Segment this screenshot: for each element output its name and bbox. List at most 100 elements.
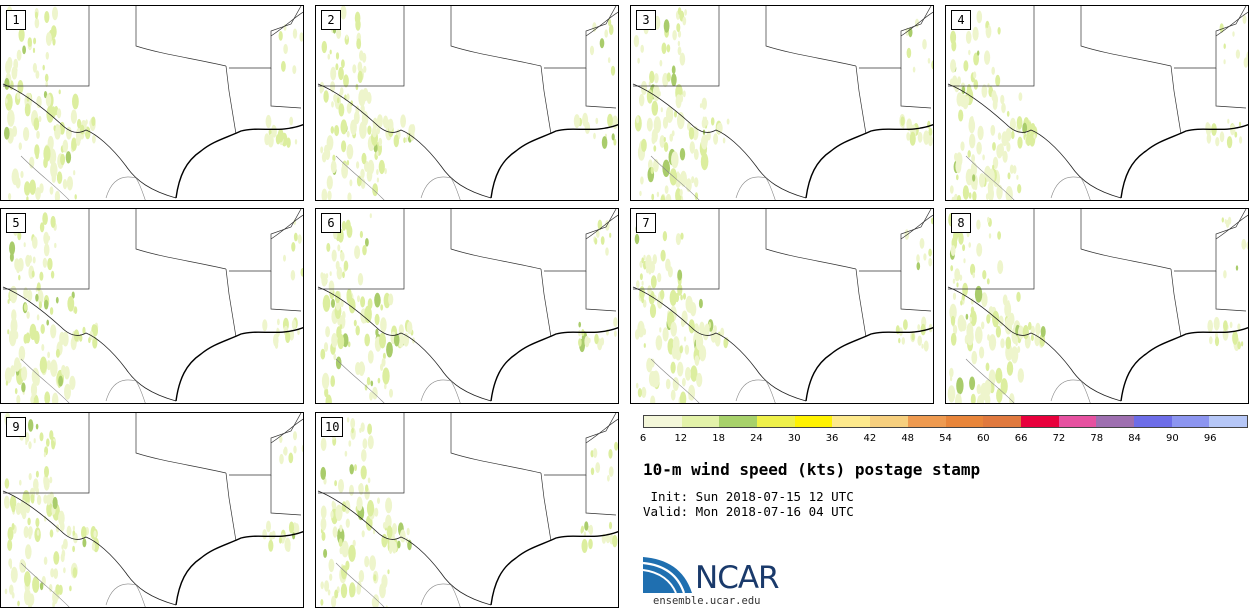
ensemble-member-panel: 9 (0, 412, 304, 608)
wind-speed-shading (285, 331, 291, 343)
mississippi-border (1215, 271, 1247, 312)
wind-speed-shading (386, 525, 393, 539)
wind-speed-shading (916, 254, 920, 263)
wind-speed-shading (330, 81, 336, 93)
arkansas-border (229, 6, 302, 69)
wind-speed-shading (362, 438, 368, 450)
wind-speed-shading (976, 141, 982, 155)
wind-speed-shading (701, 97, 707, 110)
state-border (318, 209, 405, 290)
wind-speed-shading (32, 576, 40, 593)
wind-speed-shading (392, 523, 397, 535)
wind-speed-shading (578, 329, 581, 337)
wind-speed-shading (600, 337, 605, 346)
colorbar-tick-label: 18 (712, 433, 725, 444)
wind-speed-shading (698, 298, 703, 309)
wind-speed-shading (968, 49, 971, 56)
wind-speed-shading (39, 356, 48, 374)
wind-speed-shading (43, 556, 48, 565)
colorbar-labels: 6 12 18 24 30 36 42 48 54 60 66 72 78 84 90 96 (639, 433, 1248, 447)
member-map (632, 209, 933, 403)
texas-mexico-border (947, 83, 1122, 199)
wind-speed-shading (672, 30, 677, 41)
wind-speed-shading (341, 540, 349, 558)
wind-speed-shading (289, 116, 294, 126)
wind-speed-shading (331, 101, 334, 108)
wind-speed-shading (996, 184, 1003, 200)
wind-speed-shading (373, 529, 376, 535)
wind-speed-shading (34, 374, 40, 386)
wind-speed-shading (1000, 378, 1008, 395)
wind-speed-shading (51, 440, 56, 450)
wind-speed-shading (406, 321, 413, 335)
wind-speed-shading (389, 388, 393, 398)
wind-speed-shading (299, 32, 303, 42)
wind-speed-shading (62, 179, 68, 190)
wind-speed-shading (32, 62, 37, 73)
wind-speed-shading (320, 517, 327, 531)
mississippi-border (900, 271, 932, 312)
wind-speed-shading (279, 453, 284, 465)
louisiana-border (1170, 268, 1182, 338)
wind-speed-shading (344, 34, 349, 45)
wind-speed-shading (662, 231, 668, 242)
wind-speed-shading (961, 86, 966, 95)
wind-speed-shading (58, 89, 61, 95)
wind-speed-shading (651, 193, 655, 200)
wind-speed-shading (642, 299, 647, 308)
wind-speed-shading (677, 361, 684, 377)
wind-speed-shading (18, 362, 22, 370)
wind-speed-shading (1227, 118, 1230, 124)
wind-speed-shading (973, 52, 979, 66)
louisiana-border (225, 268, 237, 338)
wind-speed-shading (662, 116, 669, 129)
wind-speed-shading (340, 299, 344, 308)
member-number: 8 (951, 213, 971, 233)
wind-speed-shading (1213, 316, 1220, 331)
wind-speed-shading (286, 543, 291, 552)
wind-speed-shading (1022, 122, 1028, 134)
wind-speed-shading (900, 116, 905, 126)
wind-speed-shading (33, 438, 36, 444)
wind-speed-shading (906, 118, 912, 132)
ensemble-member-panel: 2 (315, 5, 619, 201)
wind-speed-shading (1215, 137, 1220, 147)
wind-speed-shading (354, 11, 361, 25)
wind-speed-shading (671, 130, 675, 137)
wind-speed-shading (641, 280, 644, 286)
wind-speed-shading (648, 81, 651, 87)
mexico-state-line (105, 583, 146, 607)
mexico-state-line (965, 155, 1015, 200)
colorbar-tick-label: 6 (639, 433, 647, 444)
wind-speed-shading (1030, 325, 1035, 335)
wind-speed-shading (288, 521, 295, 534)
mexico-state-line (420, 379, 461, 403)
wind-speed-shading (981, 292, 988, 308)
wind-speed-shading (581, 539, 588, 553)
wind-speed-shading (367, 477, 371, 484)
wind-speed-shading (52, 601, 55, 607)
wind-speed-shading (380, 304, 384, 311)
wind-speed-shading (605, 533, 611, 544)
wind-speed-shading (347, 192, 352, 200)
wind-speed-shading (646, 357, 653, 373)
wind-speed-shading (9, 584, 14, 595)
wind-speed-shading (1017, 136, 1023, 149)
wind-speed-shading (607, 113, 613, 127)
wind-speed-shading (348, 440, 352, 447)
wind-speed-shading (672, 336, 680, 352)
wind-speed-shading (966, 328, 974, 346)
wind-speed-shading (43, 452, 47, 458)
wind-speed-shading (327, 589, 331, 596)
wind-speed-shading (1223, 270, 1227, 279)
wind-speed-shading (997, 231, 1001, 240)
wind-speed-shading (997, 132, 1002, 140)
wind-speed-shading (60, 153, 66, 166)
wind-speed-shading (990, 124, 996, 136)
wind-speed-shading (1017, 346, 1021, 353)
wind-speed-shading (641, 257, 644, 264)
wind-speed-shading (710, 117, 715, 126)
wind-speed-shading (334, 125, 340, 137)
wind-speed-shading (349, 464, 354, 475)
wind-speed-shading (953, 230, 958, 243)
